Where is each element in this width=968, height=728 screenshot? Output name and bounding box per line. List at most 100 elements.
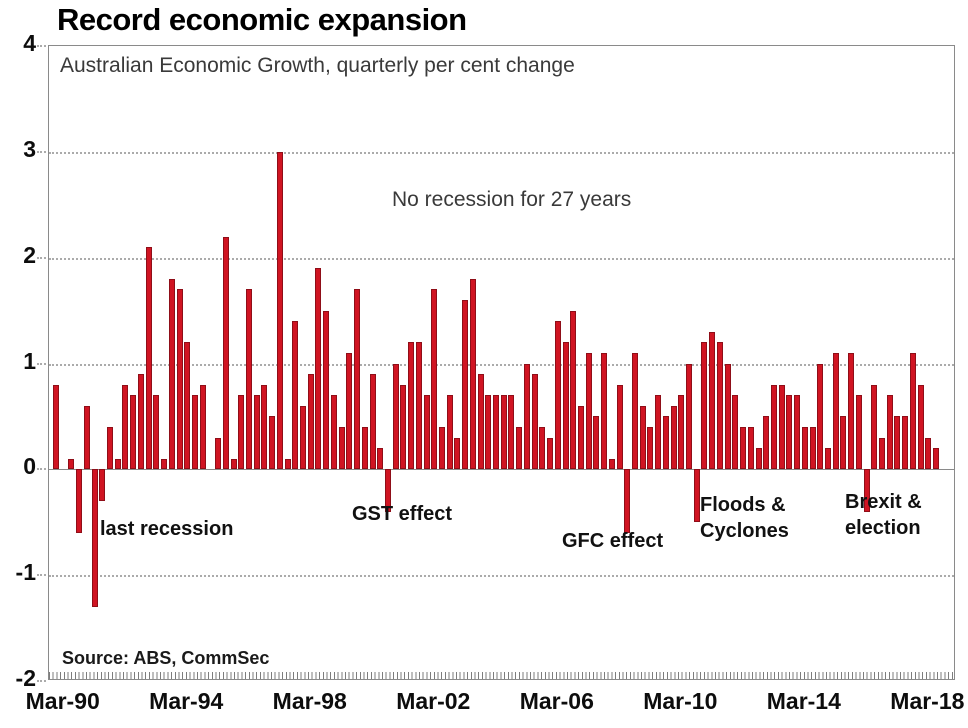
bar bbox=[933, 448, 940, 470]
bar bbox=[755, 448, 762, 470]
bar bbox=[384, 469, 391, 512]
bar bbox=[632, 352, 638, 470]
bar bbox=[840, 416, 847, 470]
bar bbox=[423, 395, 430, 470]
plot-area: Australian Economic Growth, quarterly pe… bbox=[48, 45, 955, 680]
bar bbox=[392, 363, 399, 470]
bar bbox=[570, 310, 577, 470]
bar bbox=[469, 278, 476, 470]
bar bbox=[276, 151, 283, 470]
bar bbox=[786, 395, 793, 470]
bar bbox=[863, 469, 870, 512]
bar bbox=[114, 458, 121, 470]
brexit-election-label-text: Brexit & bbox=[845, 491, 922, 513]
y-tick-mark bbox=[37, 574, 46, 577]
bar bbox=[354, 289, 361, 470]
bar bbox=[693, 469, 700, 523]
y-tick-label: -1 bbox=[15, 559, 36, 586]
bar bbox=[539, 427, 546, 470]
bar bbox=[199, 384, 206, 470]
gst-effect-label-text: GST effect bbox=[352, 503, 453, 525]
y-tick-label: 3 bbox=[23, 135, 36, 162]
bar bbox=[168, 278, 175, 470]
bar bbox=[222, 236, 229, 470]
zero-baseline bbox=[49, 469, 954, 471]
bar bbox=[809, 427, 816, 470]
bar bbox=[446, 395, 453, 470]
chart-subtitle: Australian Economic Growth, quarterly pe… bbox=[60, 54, 575, 77]
y-tick-mark bbox=[37, 468, 46, 471]
bar bbox=[601, 352, 608, 470]
y-tick-mark bbox=[37, 150, 46, 153]
y-tick-mark bbox=[37, 680, 46, 682]
bar bbox=[307, 374, 314, 470]
bar bbox=[184, 342, 191, 470]
bar bbox=[917, 384, 924, 470]
bar bbox=[732, 395, 739, 470]
bar bbox=[770, 384, 777, 470]
bar bbox=[292, 321, 299, 470]
bar bbox=[647, 427, 654, 470]
bar bbox=[246, 289, 252, 470]
bar bbox=[238, 395, 245, 470]
bar bbox=[871, 384, 878, 470]
bar bbox=[778, 384, 785, 470]
bar bbox=[454, 437, 461, 470]
gridline-3 bbox=[49, 151, 954, 154]
bar bbox=[161, 458, 168, 470]
bar bbox=[500, 395, 507, 470]
bar bbox=[253, 395, 260, 470]
bar bbox=[400, 384, 407, 470]
bar bbox=[346, 352, 353, 470]
bar bbox=[547, 437, 554, 470]
bar bbox=[740, 427, 747, 470]
bar bbox=[825, 448, 831, 470]
bar bbox=[99, 469, 106, 502]
bar bbox=[369, 374, 376, 470]
bar bbox=[616, 384, 623, 470]
bar bbox=[894, 416, 901, 470]
no-recession-note-text: No recession for 27 years bbox=[392, 188, 632, 211]
bar bbox=[431, 289, 438, 470]
gfc-effect-label-text: GFC effect bbox=[562, 530, 664, 552]
brexit-election-label-text: election bbox=[845, 517, 921, 539]
last-recession-label: last recession bbox=[100, 516, 233, 542]
x-tick-label: Mar-94 bbox=[149, 688, 224, 714]
floods-cyclones-label: Floods & Cyclones bbox=[700, 492, 789, 544]
gfc-effect-label: GFC effect bbox=[562, 528, 663, 554]
bar bbox=[462, 300, 469, 470]
bar bbox=[763, 416, 770, 470]
bar bbox=[523, 363, 530, 470]
bar bbox=[91, 469, 98, 607]
bar bbox=[145, 247, 152, 470]
bar bbox=[670, 405, 677, 470]
bar bbox=[269, 416, 276, 470]
bar bbox=[215, 437, 222, 470]
floods-cyclones-label-text: Floods & bbox=[700, 494, 786, 516]
bar bbox=[817, 363, 824, 470]
chart-title: Record economic expansion bbox=[57, 2, 467, 37]
bar bbox=[485, 395, 492, 470]
bar bbox=[577, 405, 584, 470]
brexit-election-label: Brexit & election bbox=[845, 489, 922, 541]
bar bbox=[83, 405, 90, 470]
bar bbox=[701, 342, 708, 470]
gridline-1 bbox=[49, 363, 954, 366]
x-tick-label: Mar-18 bbox=[890, 688, 965, 714]
bar bbox=[137, 374, 144, 470]
bar bbox=[261, 384, 268, 470]
x-tick-label: Mar-06 bbox=[519, 688, 594, 714]
bar bbox=[153, 395, 160, 470]
bar bbox=[191, 395, 198, 470]
bar bbox=[794, 395, 801, 470]
bar bbox=[925, 437, 932, 470]
bar bbox=[724, 363, 731, 470]
bar bbox=[315, 268, 322, 470]
bar bbox=[585, 352, 592, 470]
y-tick-label: 2 bbox=[23, 241, 36, 268]
x-tick-label: Mar-98 bbox=[272, 688, 347, 714]
bar bbox=[909, 352, 916, 470]
bar bbox=[361, 427, 368, 470]
y-tick-label: 1 bbox=[23, 347, 36, 374]
